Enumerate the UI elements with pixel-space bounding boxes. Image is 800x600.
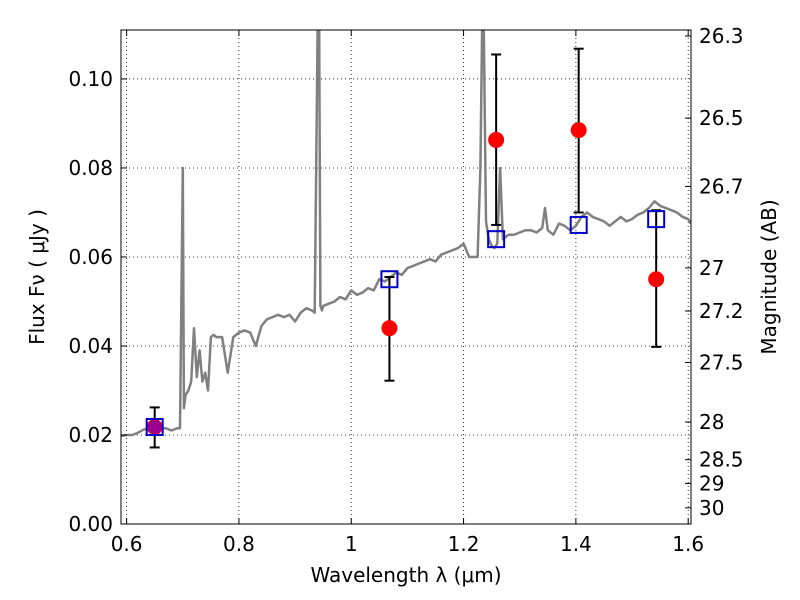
- x-axis-label: Wavelength λ (μm): [310, 563, 501, 587]
- observed-flux-point: [381, 320, 398, 337]
- right-tick-label: 26.5: [699, 106, 744, 130]
- right-tick-label: 26.7: [699, 174, 744, 198]
- y-tick-label: 0.04: [68, 334, 113, 358]
- x-tick-label: 1.6: [672, 532, 704, 556]
- y-tick-label: 0.02: [68, 423, 113, 447]
- model-bandpass-marker: [380, 270, 399, 289]
- y-tick-label: 0.06: [68, 245, 113, 269]
- x-tick-label: 0.6: [111, 532, 143, 556]
- x-tick-label: 1: [345, 532, 358, 556]
- model-spectrum-layer: [121, 30, 691, 438]
- x-tick-label: 1.2: [448, 532, 480, 556]
- model-bandpass-marker: [487, 230, 506, 249]
- y-tick-label: 0.10: [68, 67, 113, 91]
- right-tick-label: 29: [699, 471, 724, 495]
- plot-frame: [120, 29, 692, 525]
- right-axis-label: Magnitude (AB): [757, 199, 781, 354]
- right-tick-label: 28: [699, 410, 724, 434]
- model-bandpass-marker: [145, 417, 164, 436]
- model-bandpass-marker: [569, 215, 588, 234]
- y-tick-label: 0.08: [68, 156, 113, 180]
- grid-layer: [121, 30, 691, 525]
- marker-layer: [145, 122, 666, 436]
- y-axis-label: Flux Fν ( μJy ): [25, 209, 49, 345]
- right-tick-label: 26.3: [699, 24, 744, 48]
- observed-flux-point: [488, 131, 505, 148]
- observed-flux-point: [570, 122, 587, 139]
- ticks-layer: 0.6 0.8 1 1.2 1.4 1.6 0.00 0.02 0.04 0.06 0.08 0.10…: [68, 24, 743, 556]
- model-spectrum-line: [121, 30, 691, 438]
- x-tick-label: 1.4: [560, 532, 592, 556]
- right-tick-label: 28.5: [699, 448, 744, 472]
- overlap-marker: [147, 419, 162, 434]
- right-tick-label: 27.2: [699, 299, 744, 323]
- model-bandpass-marker: [647, 210, 666, 229]
- errorbar-layer: [149, 47, 662, 449]
- right-tick-label: 27: [699, 256, 724, 280]
- y-tick-label: 0.00: [68, 512, 113, 536]
- observed-flux-point: [648, 271, 665, 288]
- right-tick-label: 27.5: [699, 350, 744, 374]
- right-tick-label: 30: [699, 496, 724, 520]
- x-tick-label: 0.8: [223, 532, 255, 556]
